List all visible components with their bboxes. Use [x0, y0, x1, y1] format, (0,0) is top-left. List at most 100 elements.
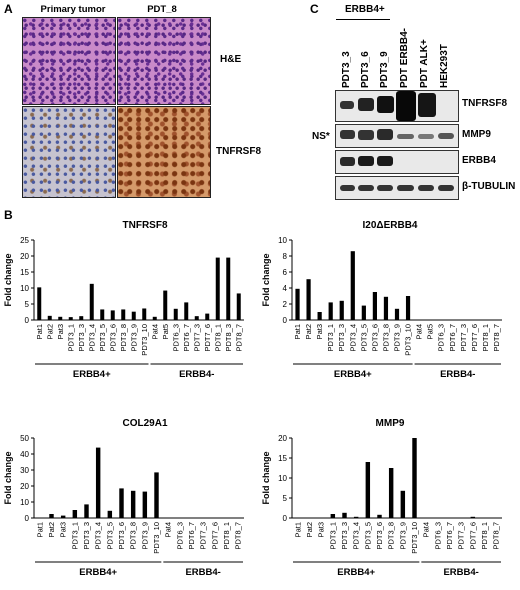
blot-group-label: ERBB4+: [345, 4, 385, 15]
histo-row-tnfrsf8: TNFRSF8: [216, 146, 261, 157]
x-tick-label: PDT3_8: [381, 324, 390, 352]
x-tick-label: PDT8_7: [234, 522, 243, 550]
bar: [107, 510, 113, 518]
group-label: ERBB4+: [334, 369, 372, 380]
y-tick-label: 25: [20, 236, 29, 245]
x-tick-label: PDT3_10: [404, 324, 413, 356]
y-tick-label: 20: [20, 482, 29, 491]
y-tick-label: 20: [20, 252, 29, 261]
panel-label-a: A: [4, 2, 13, 16]
group-label: ERBB4-: [440, 369, 475, 380]
x-tick-label: PDT6_3: [433, 522, 442, 550]
y-tick-label: 10: [278, 474, 287, 483]
x-tick-label: PDT3_3: [337, 324, 346, 352]
blot-row-erbb4: ERBB4: [462, 155, 496, 166]
x-tick-label: Pat3: [59, 522, 68, 537]
bar: [295, 288, 300, 320]
lane-label: PDT ALK+: [419, 39, 430, 88]
x-tick-label: PDT3_1: [66, 324, 75, 352]
histo-row-he: H&E: [220, 54, 242, 65]
bar: [372, 292, 377, 320]
x-tick-label: PDT8_1: [222, 522, 231, 550]
x-tick-label: PDT8_3: [224, 324, 233, 352]
panel-label-c: C: [310, 2, 319, 16]
x-tick-label: PDT3_4: [87, 324, 96, 352]
bar: [328, 302, 333, 320]
x-tick-label: PDT3_5: [359, 324, 368, 352]
x-tick-label: PDT3_5: [98, 324, 107, 352]
bar: [121, 309, 126, 320]
bar: [394, 308, 400, 320]
panel-label-b: B: [4, 208, 13, 222]
blot-group-line: [336, 19, 390, 20]
y-axis-label: Fold change: [261, 253, 271, 306]
y-tick-label: 10: [278, 236, 287, 245]
y-tick-label: 0: [283, 514, 288, 523]
y-tick-label: 2: [283, 300, 288, 309]
bar: [184, 302, 189, 320]
x-tick-label: Pat4: [415, 324, 424, 339]
bar: [95, 447, 101, 518]
x-tick-label: PDT3_8: [119, 324, 128, 352]
bar: [163, 290, 168, 320]
x-tick-label: Pat2: [304, 324, 313, 339]
bar: [47, 315, 52, 320]
bar: [37, 287, 42, 320]
blot-lane-labels: PDT3_3 PDT3_6 PDT3_9 PDT ERBB4- PDT ALK+…: [341, 28, 450, 88]
x-tick-label: PDT7_3: [199, 522, 208, 550]
x-tick-label: PDT6_3: [175, 522, 184, 550]
histo-primary-he: [22, 17, 116, 105]
y-axis-label: Fold change: [3, 253, 13, 306]
blot-row-mmp9: MMP9: [462, 129, 491, 140]
x-tick-label: PDT7_3: [457, 522, 466, 550]
y-tick-label: 40: [20, 450, 29, 459]
bar: [226, 257, 231, 320]
x-tick-label: Pat1: [35, 324, 44, 339]
x-tick-label: PDT3_1: [70, 522, 79, 550]
y-tick-label: 15: [278, 454, 287, 463]
bar: [142, 308, 147, 320]
bar: [361, 305, 366, 320]
x-tick-label: PDT8_1: [481, 324, 490, 352]
x-tick-label: PDT3_5: [363, 522, 372, 550]
bar: [339, 300, 344, 320]
y-tick-label: 50: [20, 434, 29, 443]
bar: [68, 317, 73, 320]
x-tick-label: Pat3: [315, 324, 324, 339]
x-tick-label: PDT3_9: [393, 324, 402, 352]
x-tick-label: PDT3_9: [129, 324, 138, 352]
bar: [110, 310, 115, 320]
y-tick-label: 5: [25, 300, 30, 309]
chart-title-tnfrsf8: TNFRSF8: [122, 220, 168, 231]
x-tick-label: PDT8_7: [234, 324, 243, 352]
x-tick-label: PDT7_3: [192, 324, 201, 352]
bar: [119, 488, 124, 518]
bar: [89, 283, 94, 320]
x-tick-label: PDT3_6: [117, 522, 126, 550]
bar: [405, 296, 411, 320]
bar: [205, 313, 210, 320]
x-tick-label: PDT3_6: [375, 522, 384, 550]
x-tick-label: PDT8_1: [480, 522, 489, 550]
bar: [470, 516, 476, 518]
x-tick-label: PDT3_10: [152, 522, 161, 554]
bar: [330, 514, 336, 518]
lane-label: PDT3_3: [341, 51, 352, 88]
x-tick-label: PDT3_3: [340, 522, 349, 550]
bar: [236, 293, 241, 320]
x-tick-label: Pat1: [293, 522, 302, 537]
x-tick-label: PDT7_6: [203, 324, 212, 352]
y-tick-label: 5: [283, 494, 288, 503]
group-label: ERBB4+: [73, 369, 111, 380]
lane-label: PDT3_6: [360, 51, 371, 88]
x-tick-label: Pat3: [56, 324, 65, 339]
chart-title-col29a1: COL29A1: [122, 418, 168, 429]
blot-mmp9: [335, 124, 459, 148]
x-tick-label: Pat4: [422, 522, 431, 537]
y-tick-label: 30: [20, 466, 29, 475]
bar: [377, 514, 382, 518]
x-tick-label: PDT6_7: [182, 324, 191, 352]
